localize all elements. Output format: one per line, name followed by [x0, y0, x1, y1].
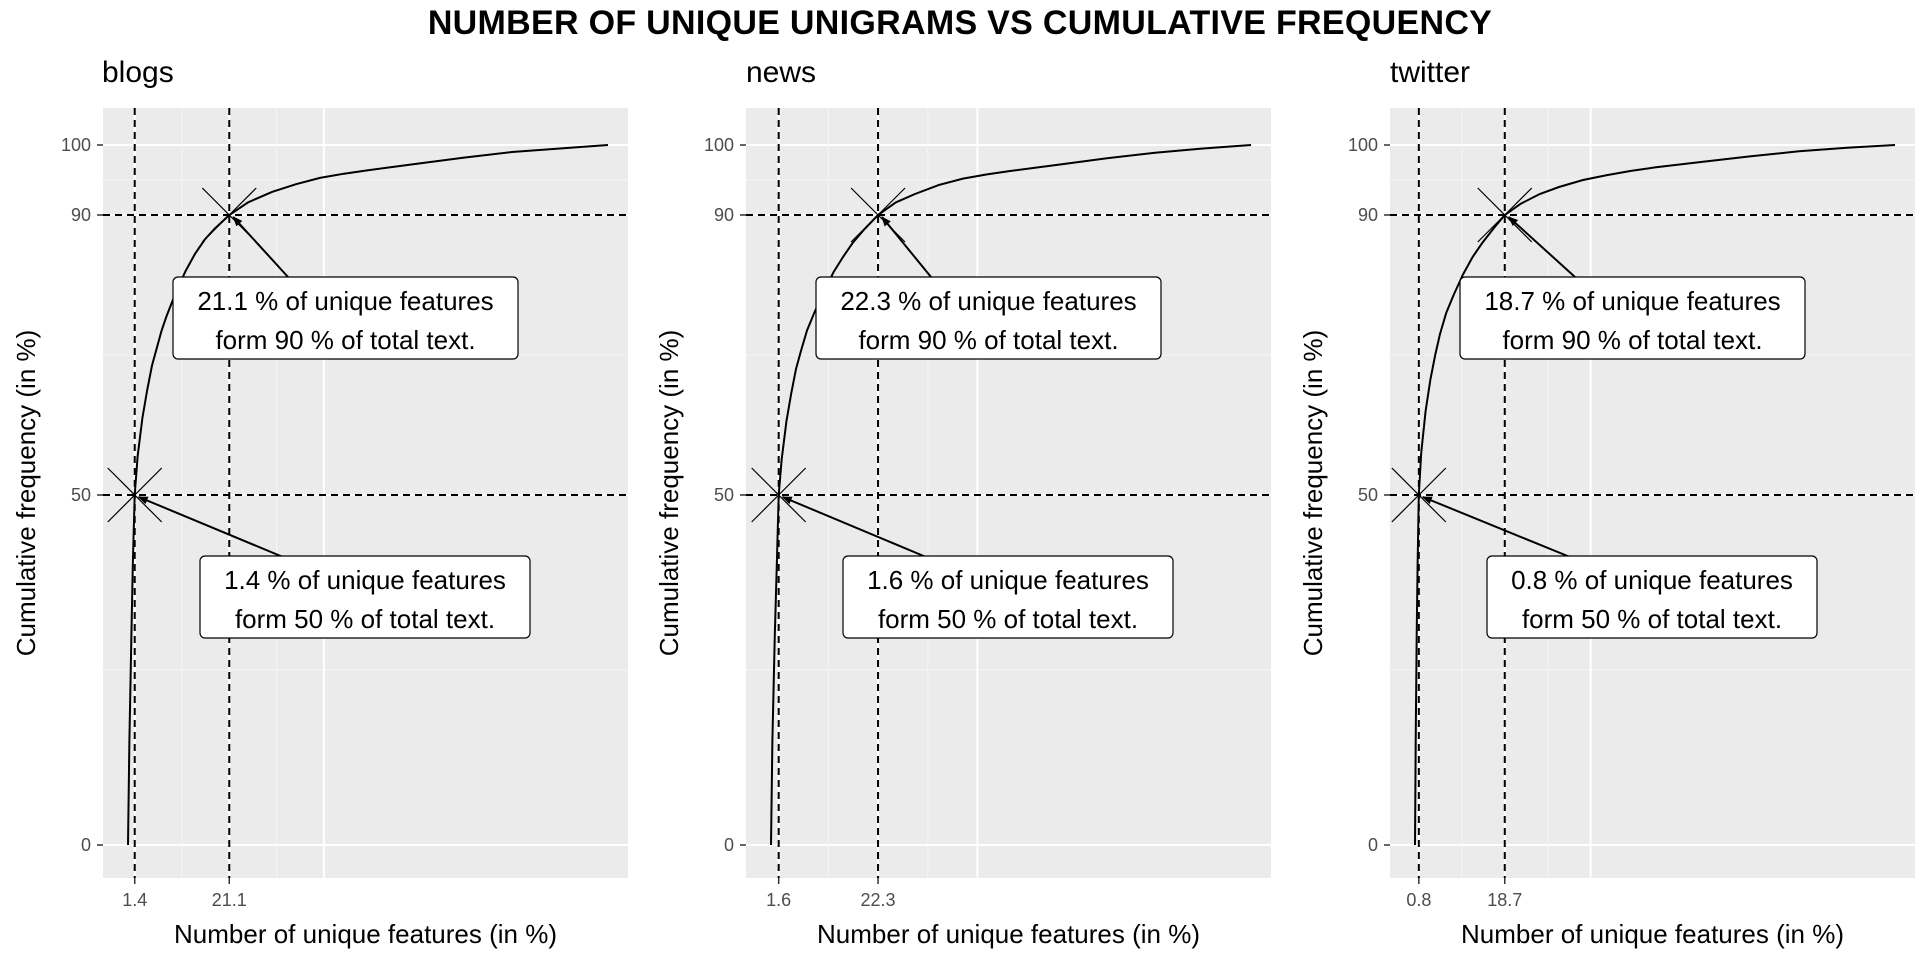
annotation-label: 22.3 % of unique features form 90 % of to…	[815, 216, 1162, 360]
cumulative-curve	[770, 144, 1252, 846]
annotation-line2: form 50 % of total text.	[1522, 604, 1782, 634]
annotation-line1: 18.7 % of unique features	[1484, 286, 1780, 316]
panel-background	[746, 108, 1271, 878]
cumulative-curve	[1414, 144, 1896, 846]
x-tick-label: 1.4	[122, 890, 147, 910]
y-tick-label: 90	[1358, 205, 1378, 225]
y-tick-label: 50	[1358, 485, 1378, 505]
annotation-box	[815, 276, 1162, 360]
annotation-arrow	[137, 496, 284, 558]
y-tick-label: 90	[714, 205, 734, 225]
figure-title: NUMBER OF UNIQUE UNIGRAMS VS CUMULATIVE …	[427, 4, 1493, 42]
annotation-label: 21.1 % of unique features form 90 % of to…	[172, 216, 519, 360]
marker-stroke	[1391, 467, 1447, 523]
marker-stroke	[201, 187, 257, 243]
annotation-line2: form 90 % of total text.	[1502, 325, 1762, 355]
annotation-arrow	[1421, 496, 1571, 558]
annotation-label: 0.8 % of unique features form 50 % of tot…	[1421, 496, 1818, 639]
panel-title-blogs: blogs	[102, 56, 174, 89]
marker-stroke	[850, 187, 906, 243]
marker-stroke	[751, 467, 807, 523]
annotation-arrow	[1508, 216, 1576, 278]
panel-blogs: 0 50 90 100 1.4 21.1 Number of unique features…	[11, 108, 628, 949]
panel-twitter: 0 50 90 100 0.8 18.7 Number of unique features…	[1298, 108, 1915, 949]
marker-point	[1477, 187, 1533, 243]
y-tick-label: 90	[71, 205, 91, 225]
y-axis-title: Cumulative frequency (in %)	[11, 330, 41, 657]
y-tick-label: 50	[714, 485, 734, 505]
annotation-arrow	[881, 216, 932, 278]
x-axis-title: Number of unique features (in %)	[817, 919, 1200, 949]
y-tick-label: 0	[1368, 835, 1378, 855]
panel-news: 0 50 90 100 1.6 22.3 Number of unique features…	[654, 108, 1271, 949]
x-tick-label: 22.3	[861, 890, 896, 910]
y-axis-title: Cumulative frequency (in %)	[654, 330, 684, 657]
annotation-box	[842, 555, 1174, 639]
annotation-box	[1486, 555, 1818, 639]
marker-stroke	[107, 467, 163, 523]
panel-title-news: news	[746, 56, 817, 89]
panel-background	[1390, 108, 1915, 878]
annotation-box	[199, 555, 531, 639]
x-tick-label: 1.6	[766, 890, 791, 910]
marker-point	[1391, 467, 1447, 523]
annotation-line1: 0.8 % of unique features	[1511, 565, 1793, 595]
x-tick-label: 21.1	[212, 890, 247, 910]
marker-stroke	[1477, 187, 1533, 243]
x-tick-label: 0.8	[1406, 890, 1431, 910]
y-tick-label: 100	[704, 135, 734, 155]
annotation-line2: form 50 % of total text.	[235, 604, 495, 634]
annotation-box	[172, 276, 519, 360]
marker-point	[107, 467, 163, 523]
annotation-line1: 1.4 % of unique features	[224, 565, 506, 595]
x-tick-label: 18.7	[1487, 890, 1522, 910]
x-axis-title: Number of unique features (in %)	[1461, 919, 1844, 949]
annotation-line2: form 90 % of total text.	[858, 325, 1118, 355]
annotation-line1: 22.3 % of unique features	[840, 286, 1136, 316]
annotation-label: 18.7 % of unique features form 90 % of to…	[1459, 216, 1806, 360]
marker-point	[751, 467, 807, 523]
annotation-label: 1.6 % of unique features form 50 % of tot…	[781, 496, 1174, 639]
y-tick-label: 100	[61, 135, 91, 155]
annotation-line1: 21.1 % of unique features	[197, 286, 493, 316]
annotation-line2: form 50 % of total text.	[878, 604, 1138, 634]
annotation-line1: 1.6 % of unique features	[867, 565, 1149, 595]
panel-title-twitter: twitter	[1390, 56, 1471, 89]
cumulative-curve	[127, 144, 609, 846]
annotation-line2: form 90 % of total text.	[215, 325, 475, 355]
y-tick-label: 100	[1348, 135, 1378, 155]
y-tick-label: 50	[71, 485, 91, 505]
y-axis-title: Cumulative frequency (in %)	[1298, 330, 1328, 657]
x-axis-title: Number of unique features (in %)	[174, 919, 557, 949]
annotation-box	[1459, 276, 1806, 360]
panel-background	[103, 108, 628, 878]
annotation-label: 1.4 % of unique features form 50 % of tot…	[137, 496, 531, 639]
y-tick-label: 0	[724, 835, 734, 855]
y-tick-label: 0	[81, 835, 91, 855]
annotation-arrow	[781, 496, 927, 558]
annotation-arrow	[232, 216, 289, 278]
